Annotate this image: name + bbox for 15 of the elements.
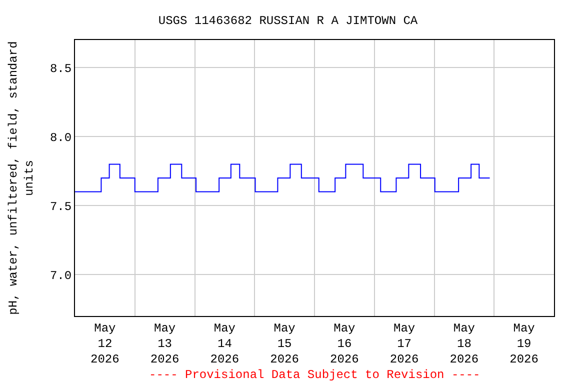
- x-tick-label: May 17 2026: [390, 321, 419, 367]
- y-tick-label: 7.5: [50, 200, 72, 214]
- y-axis-title: pH, water, unfiltered, field, standard units: [6, 41, 36, 315]
- x-tick-label: May 13 2026: [150, 321, 180, 367]
- y-tick-label: 7.0: [50, 268, 72, 283]
- y-tick-label: 8.5: [50, 62, 72, 76]
- x-tick-label: May 15 2026: [270, 321, 299, 367]
- x-tick-label: May 19 2026: [510, 321, 538, 367]
- x-tick-label: May 12 2026: [90, 321, 120, 367]
- chart-title: USGS 11463682 RUSSIAN R A JIMTOWN CA: [158, 14, 418, 28]
- x-tick-label: May 14 2026: [210, 321, 240, 367]
- x-tick-label: May 18 2026: [450, 321, 479, 367]
- x-tick-label: May 16 2026: [330, 321, 359, 367]
- y-tick-label: 8.0: [50, 130, 72, 145]
- text: ---- Provisional Data Subject to Revision ----: [149, 368, 480, 382]
